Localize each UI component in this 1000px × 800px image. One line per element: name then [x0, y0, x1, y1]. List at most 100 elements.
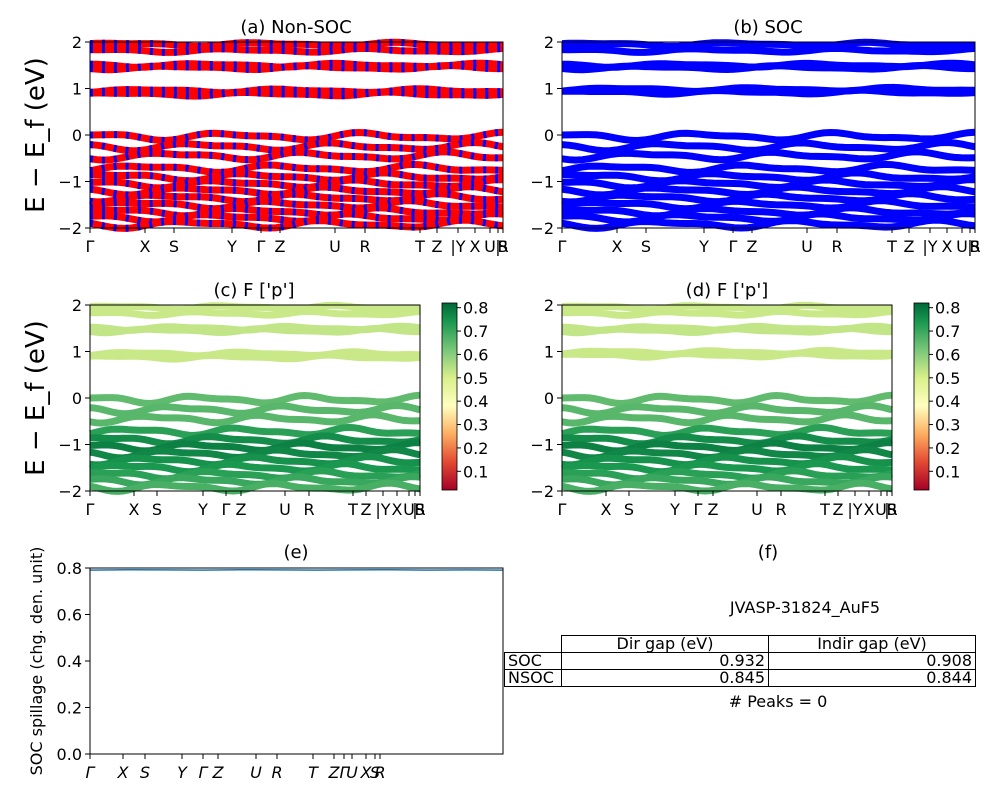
x-tick-label: U [279, 500, 291, 519]
x-tick-label: Z [708, 500, 719, 519]
table-cell-dir: 0.932 [561, 652, 769, 670]
panel-b-yticks: −2 −1 0 1 2 [530, 33, 562, 238]
y-tick-label: 1 [72, 80, 82, 99]
x-tick-label: Z [361, 500, 372, 519]
x-tick-label: Z [747, 237, 758, 256]
table-header-dir: Dir gap (eV) [561, 635, 769, 653]
panel-e-frame [89, 567, 504, 755]
panel-f-peaks: # Peaks = 0 [728, 692, 828, 711]
band-line [561, 38, 976, 50]
weighted-band [89, 391, 421, 408]
x-tick-label: S [169, 237, 179, 256]
x-tick-label: Γ [340, 763, 350, 782]
panel-e-xticks: Γ X S Y Γ Z U R T Z ΓU XSR [86, 754, 386, 782]
band-line [561, 44, 976, 56]
x-tick-label: S [970, 237, 980, 256]
x-tick-label: R [359, 237, 370, 256]
panel-d-title: (d) F ['p'] [686, 280, 769, 301]
x-tick-label: Γ [558, 500, 567, 519]
table-row-label: NSOC [504, 669, 562, 687]
weighted-band [89, 423, 421, 439]
panel-d-bands [561, 301, 893, 495]
x-tick-label: Z [833, 500, 844, 519]
x-tick-label: Y [669, 500, 680, 519]
y-tick-label: 0.8 [57, 559, 82, 578]
y-tick-label: 2 [544, 296, 554, 315]
y-tick-label: 0.0 [57, 745, 82, 764]
panel-a-xticks: Γ X S Y Γ Z U R T Z |Y X U |SR [86, 228, 509, 256]
band-line [561, 148, 976, 164]
panel-d-yticks: −2 −1 0 1 2 [530, 296, 562, 501]
y-tick-label: −1 [530, 436, 554, 455]
x-tick-label: Y [197, 500, 208, 519]
band-line [561, 160, 976, 176]
band-line-accent [89, 85, 504, 97]
colorbar-tick-label: 0.6 [463, 345, 488, 364]
x-tick-label: S [498, 237, 508, 256]
x-tick-label: Z [328, 763, 341, 782]
x-tick-label: U [329, 237, 341, 256]
table-row: NSOC 0.845 0.844 [504, 669, 976, 687]
table-header-indir: Indir gap (eV) [768, 635, 976, 653]
x-tick-label: S [152, 500, 162, 519]
x-tick-label: Z [236, 500, 247, 519]
y-tick-label: 0.4 [57, 652, 82, 671]
x-tick-label: Γ [694, 500, 703, 519]
x-tick-label: R [831, 237, 842, 256]
x-tick-label: T [819, 500, 830, 519]
weighted-band [89, 307, 421, 319]
band-line [89, 204, 504, 220]
weighted-band [561, 401, 893, 418]
x-tick-label: Γ [558, 237, 567, 256]
x-tick-label: Γ [86, 237, 95, 256]
x-tick-label: S [415, 500, 425, 519]
weighted-band [89, 324, 420, 337]
weighted-band [561, 460, 893, 476]
x-tick-label: Y [177, 763, 188, 782]
x-tick-label: |Y [450, 237, 465, 256]
panel-f-title: (f) [758, 542, 778, 563]
weighted-band [561, 307, 893, 319]
y-tick-label: −2 [58, 482, 82, 501]
x-tick-label: R [969, 237, 980, 256]
x-tick-label: X [140, 237, 151, 256]
band-line [561, 128, 976, 145]
y-tick-label: −2 [530, 219, 554, 238]
colorbar-tick-label: 0.2 [935, 439, 960, 458]
band-line [561, 197, 976, 213]
panel-b-bands [561, 38, 976, 232]
y-tick-label: 2 [544, 33, 554, 52]
table-row-label: SOC [504, 652, 562, 670]
x-tick-label: U [875, 500, 887, 519]
x-tick-label: | [495, 237, 500, 256]
panel-b-title: (b) SOC [733, 17, 802, 38]
x-tick-label: Γ [729, 237, 738, 256]
weighted-band [90, 432, 421, 448]
weighted-band [89, 301, 421, 313]
x-tick-label: |Y [922, 237, 937, 256]
colorbar-tick-label: 0.7 [935, 322, 960, 341]
x-tick-label: X [360, 763, 373, 782]
x-tick-label: | [967, 237, 972, 256]
y-tick-label: 2 [72, 296, 82, 315]
x-tick-label: S [370, 763, 380, 782]
x-tick-label: Z [432, 237, 443, 256]
panel-a-ylabel: E − E_f (eV) [21, 57, 51, 213]
y-tick-label: 1 [72, 343, 82, 362]
gap-table: Dir gap (eV) Indir gap (eV) SOC 0.932 0.… [504, 635, 976, 687]
colorbar-tick-label: 0.6 [935, 345, 960, 364]
x-tick-label: |Y [375, 500, 390, 519]
y-tick-label: 0 [544, 389, 554, 408]
x-tick-label: U [250, 763, 262, 782]
x-tick-label: X [470, 237, 481, 256]
panel-d-colorbar [913, 302, 930, 491]
x-tick-label: S [641, 237, 651, 256]
x-tick-label: Y [698, 237, 709, 256]
band-line-accent [89, 38, 504, 50]
x-tick-label: Γ [86, 763, 96, 782]
panel-e-title: (e) [283, 542, 308, 563]
panel-d-colorbar-ticks: 0.1 0.2 0.3 0.4 0.5 0.6 0.7 0.8 [929, 299, 960, 481]
